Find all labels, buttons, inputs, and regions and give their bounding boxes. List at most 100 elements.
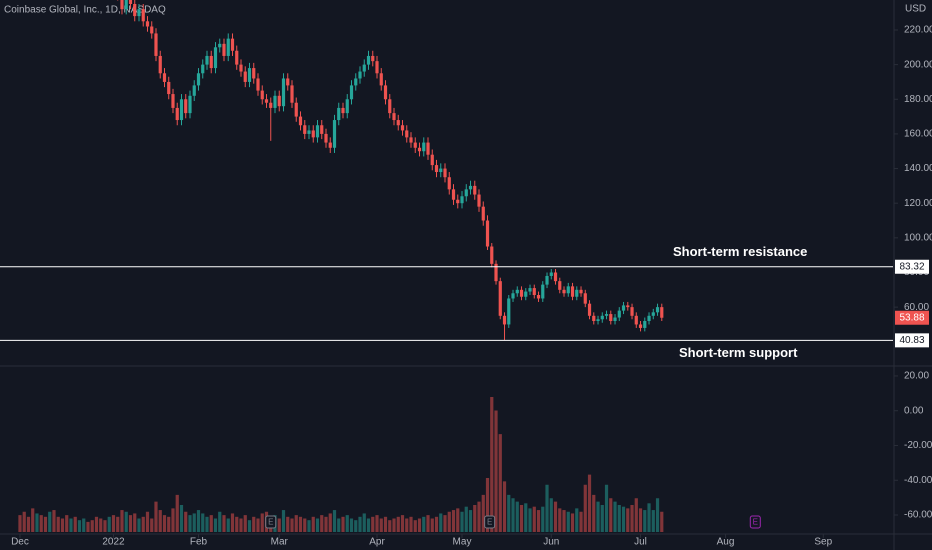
volume-bar	[116, 516, 120, 532]
candle-body	[519, 289, 524, 297]
candle-body	[549, 272, 553, 276]
y-tick-label: 220.00	[904, 25, 932, 36]
volume-bar	[494, 410, 498, 532]
candle-body	[600, 315, 604, 320]
volume-bar	[485, 478, 490, 532]
volume-bar	[464, 506, 468, 532]
candle-body	[167, 81, 171, 95]
candle-body	[451, 189, 456, 200]
candle-body	[430, 154, 434, 166]
volume-bar	[528, 508, 532, 532]
x-tick-label: Jul	[634, 537, 647, 548]
volume-bar	[434, 516, 439, 532]
y-tick-label: 140.00	[904, 163, 932, 174]
x-tick-label: Jun	[543, 537, 559, 548]
volume-bar	[643, 510, 647, 532]
candle-body	[303, 125, 307, 134]
volume-bar	[26, 516, 31, 532]
volume-bar	[558, 508, 562, 532]
volume-bar	[587, 474, 592, 532]
candle-body	[447, 177, 451, 190]
volume-bar	[481, 494, 485, 532]
candle-body	[485, 220, 490, 247]
level-annotation: Short-term resistance	[673, 244, 807, 259]
candle-body	[477, 194, 481, 207]
candle-body	[252, 68, 256, 79]
candle-body	[379, 73, 383, 86]
candle-body	[366, 55, 371, 65]
volume-bar	[553, 501, 558, 532]
candle-body	[354, 78, 358, 86]
volume-bar	[167, 516, 171, 532]
candle-body	[213, 47, 218, 69]
currency: USD	[905, 4, 926, 15]
volume-bar	[213, 518, 218, 532]
volume-bar	[56, 516, 60, 532]
candle-body	[392, 113, 396, 121]
candle-body	[570, 286, 575, 297]
y-tick-label: 100.00	[904, 232, 932, 243]
candle-body	[502, 315, 507, 325]
candle-body	[349, 85, 354, 100]
volume-bar	[247, 520, 252, 532]
volume-bar	[124, 511, 128, 532]
candle-body	[507, 298, 511, 325]
volume-bar	[634, 498, 638, 532]
candle-body	[375, 61, 379, 74]
candle-body	[456, 199, 460, 204]
candle-body	[426, 142, 430, 155]
volume-bar	[630, 505, 634, 532]
volume-bar	[426, 515, 430, 532]
volume-bar	[145, 511, 150, 532]
y-tick-label: 200.00	[904, 59, 932, 70]
volume-bar	[141, 516, 145, 532]
candle-body	[209, 55, 213, 69]
candle-body	[358, 71, 362, 79]
y-tick-label: -20.00	[904, 440, 932, 451]
volume-bar	[184, 511, 188, 532]
x-tick-label: Sep	[814, 537, 832, 548]
candle-body	[532, 288, 536, 296]
volume-bar	[137, 518, 141, 532]
candle-body	[150, 26, 154, 34]
candle-body	[184, 99, 188, 114]
candle-body	[579, 289, 583, 294]
x-tick-label: 2022	[102, 537, 125, 548]
volume-bar	[286, 516, 290, 532]
level-label: 83.32	[899, 261, 924, 272]
volume-bar	[443, 515, 447, 532]
volume-bar	[477, 501, 481, 532]
candle-body	[434, 165, 439, 173]
candle-body	[277, 95, 281, 107]
candle-body	[545, 275, 549, 285]
candle-body	[638, 324, 643, 328]
volume-bar	[188, 515, 192, 532]
candle-body	[332, 120, 337, 148]
volume-bar	[341, 516, 345, 532]
y-tick-label: 60.00	[904, 302, 929, 313]
candle-body	[290, 85, 294, 103]
candle-body	[320, 125, 324, 134]
volume-bar	[583, 484, 587, 532]
volume-bar	[332, 510, 337, 532]
candle-body	[141, 9, 145, 22]
candle-body	[405, 130, 409, 138]
x-tick-label: May	[453, 537, 472, 548]
candle-body	[660, 307, 664, 318]
candle-body	[311, 130, 315, 138]
y-tick-label: 0.00	[904, 405, 924, 416]
candle-body	[264, 99, 269, 103]
candle-body	[226, 38, 230, 56]
volume-bar	[345, 515, 349, 532]
volume-bar	[383, 516, 388, 532]
candle-body	[260, 90, 264, 100]
volume-bar	[90, 520, 94, 532]
volume-bar	[575, 508, 579, 532]
volume-bar	[162, 515, 167, 532]
volume-bar	[133, 513, 137, 532]
volume-bar	[150, 518, 154, 532]
candle-body	[298, 116, 303, 126]
candle-body	[617, 310, 621, 318]
candle-body	[528, 288, 532, 292]
